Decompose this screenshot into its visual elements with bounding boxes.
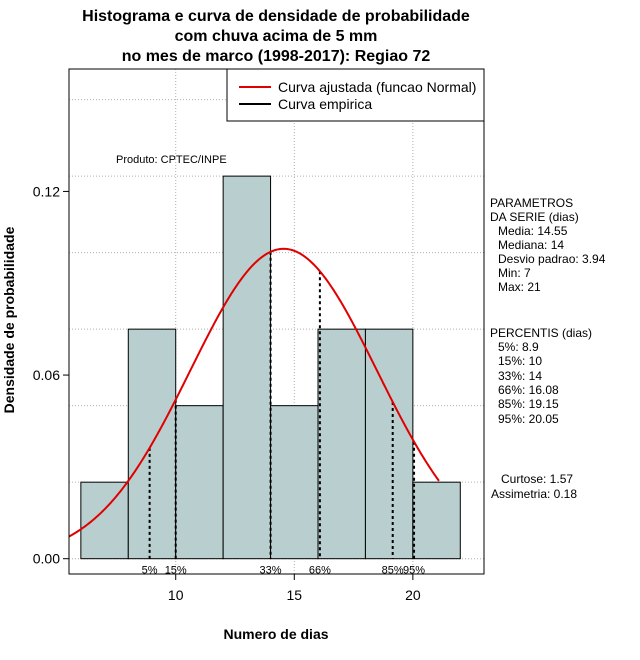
x-tick-label: 10: [168, 587, 184, 603]
chart-title-line-3: no mes de marco (1998-2017): Regiao 72: [122, 48, 431, 65]
percentis-heading: PERCENTIS (dias): [490, 326, 592, 340]
percentile-layer: [148, 251, 416, 559]
y-tick-label: 0.12: [33, 183, 60, 199]
side-panel: PARAMETROS DA SERIE (dias) Media: 14.55 …: [490, 196, 606, 501]
assimetria: Assimetria: 0.18: [491, 487, 577, 501]
histogram-bar: [270, 405, 319, 560]
param-heading-2: DA SERIE (dias): [490, 210, 579, 224]
histogram-bar: [412, 481, 461, 560]
histogram-bar: [364, 328, 414, 560]
percentile-label: 33%: [260, 565, 282, 577]
percentile-label: 66%: [309, 565, 331, 577]
param-desvio: Desvio padrao: 3.94: [498, 252, 606, 266]
legend-box: [226, 68, 485, 122]
percentil-15: 15%: 10: [498, 354, 542, 368]
x-tick-label: 20: [405, 587, 421, 603]
product-credit: Produto: CPTEC/INPE: [116, 154, 227, 166]
percentil-85: 85%: 19.15: [498, 397, 559, 411]
percentil-5: 5%: 8.9: [498, 340, 539, 354]
percentil-66: 66%: 16.08: [498, 383, 559, 397]
x-tick-label: 15: [286, 587, 302, 603]
percentile-label: 85%: [382, 565, 404, 577]
percentil-95: 95%: 20.05: [498, 412, 559, 426]
axes-layer: 10 15 20 0.00 0.06 0.12: [33, 183, 421, 603]
param-media: Media: 14.55: [498, 224, 568, 238]
chart-title-line-1: Histograma e curva de densidade de proba…: [82, 8, 470, 25]
param-max: Max: 21: [498, 280, 541, 294]
y-tick-label: 0.00: [33, 551, 60, 567]
percentile-labels: 5% 15% 33% 66% 85% 95%: [142, 565, 426, 577]
chart-title-line-2: com chuva acima de 5 mm: [175, 28, 378, 45]
param-heading-1: PARAMETROS: [490, 196, 573, 210]
param-min: Min: 7: [498, 266, 531, 280]
param-mediana: Mediana: 14: [498, 238, 564, 252]
x-axis-title: Numero de dias: [223, 626, 328, 642]
percentile-label: 5%: [142, 565, 158, 577]
curtose: Curtose: 1.57: [501, 472, 573, 486]
percentil-33: 33%: 14: [498, 369, 542, 383]
histogram-bar: [222, 175, 272, 560]
y-tick-label: 0.06: [33, 367, 60, 383]
histogram-bar: [317, 328, 366, 560]
legend: Curva ajustada (funcao Normal) Curva emp…: [226, 68, 485, 122]
normal-curve: [68, 247, 440, 538]
bars-layer: [80, 175, 461, 560]
percentile-label: 95%: [403, 565, 425, 577]
histogram-bar: [175, 405, 224, 560]
histogram-bar: [80, 481, 129, 560]
legend-label-fitted: Curva ajustada (funcao Normal): [278, 79, 476, 95]
y-axis-title: Densidade de probabilidade: [1, 226, 17, 413]
legend-label-empirical: Curva empirica: [278, 96, 372, 112]
